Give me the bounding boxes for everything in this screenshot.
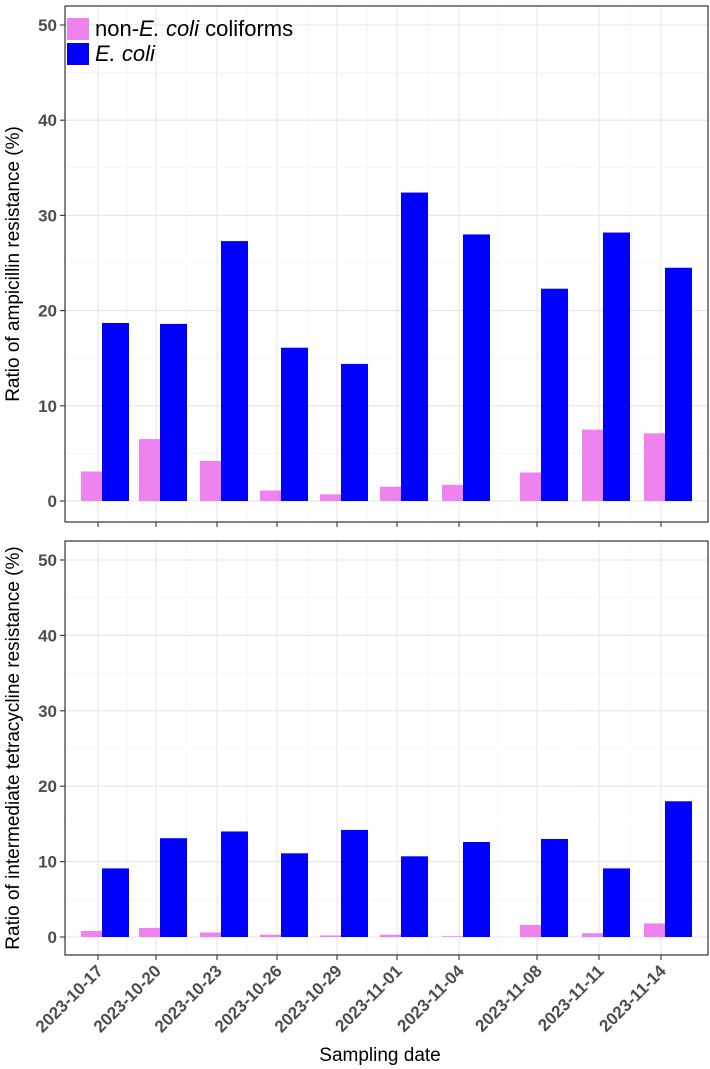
bar-e-coli — [281, 853, 308, 937]
y-axis: 0 10 20 30 40 50 — [38, 551, 65, 947]
y-axis-title: Ratio of intermediate tetracycline resis… — [3, 546, 24, 949]
bar-non-e-coli — [380, 486, 407, 501]
y-tick-label: 50 — [38, 551, 57, 570]
bar-e-coli — [541, 288, 568, 501]
bar-e-coli — [102, 868, 129, 937]
bar-non-e-coli — [260, 934, 287, 937]
y-tick-label: 30 — [38, 206, 57, 225]
bar-e-coli — [221, 831, 248, 937]
bar-non-e-coli — [442, 484, 469, 501]
bar-e-coli — [102, 322, 129, 501]
bar-non-e-coli — [320, 494, 347, 501]
bar-non-e-coli — [380, 934, 407, 937]
bar-e-coli — [281, 347, 308, 501]
x-tick-label: 2023-11-04 — [394, 961, 469, 1036]
bar-non-e-coli — [644, 923, 671, 937]
bar-e-coli — [665, 801, 692, 937]
panel-border — [64, 5, 709, 523]
bar-e-coli — [603, 232, 630, 501]
y-tick-label: 10 — [38, 397, 57, 416]
bar-e-coli — [401, 192, 428, 501]
bars — [81, 801, 692, 937]
bar-e-coli — [341, 363, 368, 501]
bar-e-coli — [401, 856, 428, 937]
y-axis-title: Ratio of ampicillin resistance (%) — [3, 126, 24, 402]
tetracycline-panel: 0 10 20 30 40 50 Ratio of intermediate tetracy… — [3, 540, 709, 960]
bar-e-coli — [463, 841, 490, 937]
y-tick-label: 0 — [48, 928, 57, 947]
y-tick-label: 40 — [38, 111, 57, 130]
y-tick-label: 30 — [38, 702, 57, 721]
bar-e-coli — [603, 868, 630, 937]
x-tick-label: 2023-11-08 — [472, 961, 546, 1035]
bar-e-coli — [541, 838, 568, 937]
legend-label-non-e-coli: non-E. coli coliforms — [95, 16, 293, 41]
bar-non-e-coli — [442, 936, 469, 937]
y-tick-label: 20 — [38, 777, 57, 796]
y-tick-label: 10 — [38, 853, 57, 872]
bar-e-coli — [221, 241, 248, 501]
bar-non-e-coli — [81, 930, 108, 937]
legend-label-e-coli: E. coli — [95, 41, 156, 66]
y-tick-label: 40 — [38, 626, 57, 645]
panel-border — [64, 540, 709, 956]
bar-non-e-coli — [200, 932, 227, 937]
y-tick-label: 0 — [48, 492, 57, 511]
bar-e-coli — [160, 838, 187, 937]
bar-non-e-coli — [520, 924, 547, 937]
bar-non-e-coli — [582, 933, 609, 937]
y-tick-label: 50 — [38, 16, 57, 35]
bar-non-e-coli — [260, 490, 287, 501]
y-tick-label: 20 — [38, 302, 57, 321]
x-axis-title: Sampling date — [319, 1045, 440, 1066]
bar-e-coli — [665, 267, 692, 501]
x-tick-label: 2023-11-14 — [596, 961, 671, 1036]
bar-non-e-coli — [320, 935, 347, 937]
legend-swatch-non-e-coli — [67, 18, 89, 40]
y-axis: 0 10 20 30 40 50 — [38, 16, 65, 511]
bar-e-coli — [463, 234, 490, 501]
legend-swatch-e-coli — [67, 43, 89, 65]
x-axis: 2023-10-172023-10-202023-10-232023-10-26… — [32, 961, 670, 1036]
bar-e-coli — [160, 323, 187, 501]
bar-non-e-coli — [139, 927, 166, 937]
grid — [65, 6, 708, 522]
ampicillin-panel: 0 10 20 30 40 50 Ratio of ampicillin resistanc… — [3, 5, 709, 527]
bar-e-coli — [341, 829, 368, 937]
bars — [81, 192, 692, 501]
